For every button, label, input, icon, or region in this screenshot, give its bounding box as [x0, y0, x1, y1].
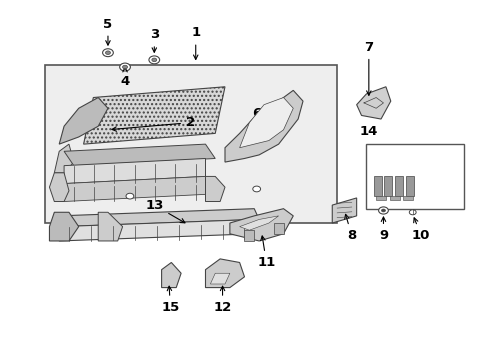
- Polygon shape: [239, 216, 278, 230]
- Text: 1: 1: [191, 27, 200, 59]
- Circle shape: [120, 63, 130, 71]
- Circle shape: [149, 56, 159, 64]
- Bar: [44, 65, 336, 223]
- Text: 3: 3: [149, 28, 159, 52]
- Text: 2: 2: [112, 116, 195, 131]
- Bar: [394, 176, 402, 196]
- Circle shape: [152, 58, 157, 62]
- Circle shape: [122, 65, 127, 69]
- Circle shape: [105, 51, 110, 54]
- Polygon shape: [64, 158, 205, 184]
- Text: 5: 5: [103, 18, 112, 45]
- Text: 4: 4: [120, 67, 129, 88]
- Circle shape: [378, 207, 387, 214]
- Text: 11: 11: [257, 236, 275, 269]
- Circle shape: [408, 210, 415, 215]
- Polygon shape: [273, 223, 283, 234]
- Bar: [375, 196, 385, 200]
- Text: 9: 9: [378, 217, 387, 242]
- Text: 12: 12: [213, 286, 231, 314]
- Polygon shape: [331, 198, 356, 223]
- Circle shape: [381, 209, 385, 212]
- Text: 13: 13: [145, 199, 184, 223]
- Polygon shape: [229, 209, 293, 241]
- Polygon shape: [49, 173, 69, 202]
- Polygon shape: [83, 87, 224, 144]
- Text: 14: 14: [359, 125, 377, 138]
- Polygon shape: [356, 87, 390, 119]
- Bar: [384, 176, 391, 196]
- Polygon shape: [64, 144, 215, 166]
- Polygon shape: [244, 230, 254, 241]
- Polygon shape: [239, 98, 293, 148]
- Polygon shape: [210, 273, 229, 284]
- Polygon shape: [59, 209, 259, 226]
- Text: 8: 8: [344, 214, 356, 242]
- Circle shape: [126, 193, 134, 199]
- Bar: [405, 176, 413, 196]
- Text: 15: 15: [161, 286, 179, 314]
- Polygon shape: [59, 98, 108, 144]
- Polygon shape: [59, 220, 254, 241]
- Polygon shape: [205, 176, 224, 202]
- Bar: [373, 176, 381, 196]
- Polygon shape: [161, 262, 181, 288]
- Text: 10: 10: [411, 218, 429, 242]
- Polygon shape: [224, 90, 303, 162]
- Text: 6: 6: [249, 107, 261, 140]
- Text: 7: 7: [364, 41, 373, 95]
- Polygon shape: [98, 212, 122, 241]
- Circle shape: [252, 186, 260, 192]
- Bar: [389, 196, 399, 200]
- Polygon shape: [49, 212, 79, 241]
- Bar: [366, 144, 463, 209]
- Circle shape: [102, 49, 113, 57]
- Polygon shape: [205, 259, 244, 288]
- Polygon shape: [64, 176, 205, 202]
- Polygon shape: [54, 144, 74, 173]
- Bar: [403, 196, 412, 200]
